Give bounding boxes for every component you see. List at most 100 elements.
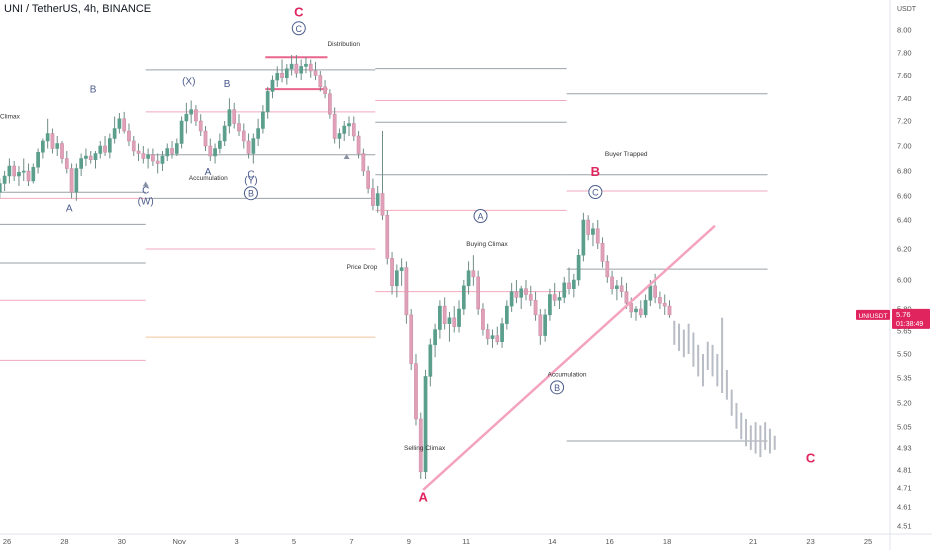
candle-body	[93, 153, 98, 160]
y-tick-label: 4.51	[897, 522, 912, 531]
candle-body	[380, 193, 385, 216]
candle-body	[64, 158, 69, 169]
candle-body	[571, 279, 576, 289]
candle-body	[538, 314, 543, 336]
candle-body	[629, 302, 634, 313]
candle-body	[595, 228, 600, 244]
candle-body	[241, 130, 246, 142]
x-tick-label: 21	[749, 537, 757, 546]
candle-body	[17, 172, 21, 177]
y-tick-label: 7.20	[897, 117, 912, 126]
candle-body	[194, 109, 198, 122]
candle-body	[60, 143, 64, 159]
candle-body	[112, 128, 117, 139]
wave-circle	[588, 185, 603, 199]
candle-body	[165, 148, 170, 157]
x-tick-label: 16	[606, 537, 614, 546]
candle-body	[490, 335, 495, 339]
candle-body	[404, 267, 409, 316]
candle-body	[500, 323, 504, 342]
wave-label: B	[554, 383, 560, 393]
y-tick-label: 6.80	[897, 167, 912, 176]
y-tick-label: 6.20	[897, 245, 912, 254]
candle-body	[428, 344, 433, 377]
candle-body	[265, 91, 270, 113]
wave-label: (W)	[138, 196, 154, 207]
candle-body	[433, 329, 437, 346]
candle-body	[227, 109, 232, 127]
candle-body	[127, 130, 131, 142]
candle-body	[600, 242, 605, 262]
candle-body	[457, 308, 461, 327]
wave-label: C	[247, 169, 254, 180]
wave-label: A	[478, 212, 484, 222]
candle-body	[624, 291, 629, 304]
candle-body	[543, 314, 547, 336]
candle-body	[591, 228, 595, 235]
candle-body	[471, 270, 476, 278]
axis-currency-label: USDT	[897, 6, 917, 13]
candle-body	[347, 123, 351, 127]
wave-circle	[291, 21, 306, 36]
y-tick-label: 4.71	[897, 484, 912, 493]
candle-body	[610, 276, 614, 289]
candle-body	[308, 63, 313, 72]
candle-body	[232, 109, 237, 124]
candle-body	[74, 168, 79, 193]
trendline	[422, 224, 716, 491]
y-tick-label: 4.81	[897, 466, 912, 475]
candle-body	[371, 188, 375, 206]
wave-label: (X)	[182, 77, 195, 88]
candle-body	[84, 155, 88, 159]
candle-body	[41, 140, 45, 153]
up-triangle-icon	[142, 181, 149, 187]
wave-circle	[243, 186, 258, 201]
price-tag-value: 5.76	[896, 310, 911, 319]
wave-label: C	[296, 24, 303, 34]
candle-body	[658, 297, 662, 304]
candles-layer	[0, 55, 776, 479]
candle-body	[481, 308, 485, 330]
candle-body	[170, 148, 174, 154]
candle-body	[131, 140, 136, 152]
wave-label: C	[806, 451, 816, 466]
y-tick-label: 7.80	[897, 48, 912, 57]
candle-body	[385, 214, 390, 259]
candle-body	[69, 168, 74, 193]
candle-body	[328, 93, 332, 115]
y-tick-label: 5.05	[897, 423, 912, 432]
candle-body	[509, 291, 514, 307]
annotation-label: Accumulation	[189, 175, 228, 182]
candle-body	[160, 155, 165, 164]
candle-body	[256, 128, 260, 139]
candle-body	[519, 288, 524, 298]
chart-title: UNI / TetherUS, 4h, BINANCE	[4, 3, 152, 15]
candle-body	[442, 305, 447, 324]
candle-body	[284, 68, 289, 79]
candle-body	[643, 300, 648, 316]
y-tick-label: 4.93	[897, 444, 912, 453]
wave-label: A	[205, 167, 212, 178]
candle-body	[414, 363, 418, 420]
candle-body	[50, 133, 55, 149]
candle-body	[648, 285, 653, 301]
x-tick-label: 30	[118, 537, 126, 546]
candle-body	[638, 308, 643, 316]
candle-body	[12, 165, 17, 177]
candle-body	[318, 75, 323, 88]
x-tick-label: 7	[349, 537, 353, 546]
wave-label: B	[248, 189, 254, 199]
annotation-label: Accumulation	[548, 371, 587, 378]
candle-body	[461, 285, 466, 310]
candle-body	[576, 254, 581, 281]
candle-body	[203, 130, 208, 147]
y-tick-label: 5.20	[897, 399, 912, 408]
x-tick-label: 11	[462, 537, 470, 546]
candle-body	[366, 170, 370, 189]
y-tick-label: 5.35	[897, 374, 912, 383]
candle-body	[562, 282, 567, 298]
candle-body	[213, 148, 217, 157]
up-triangle-icon	[343, 154, 350, 159]
